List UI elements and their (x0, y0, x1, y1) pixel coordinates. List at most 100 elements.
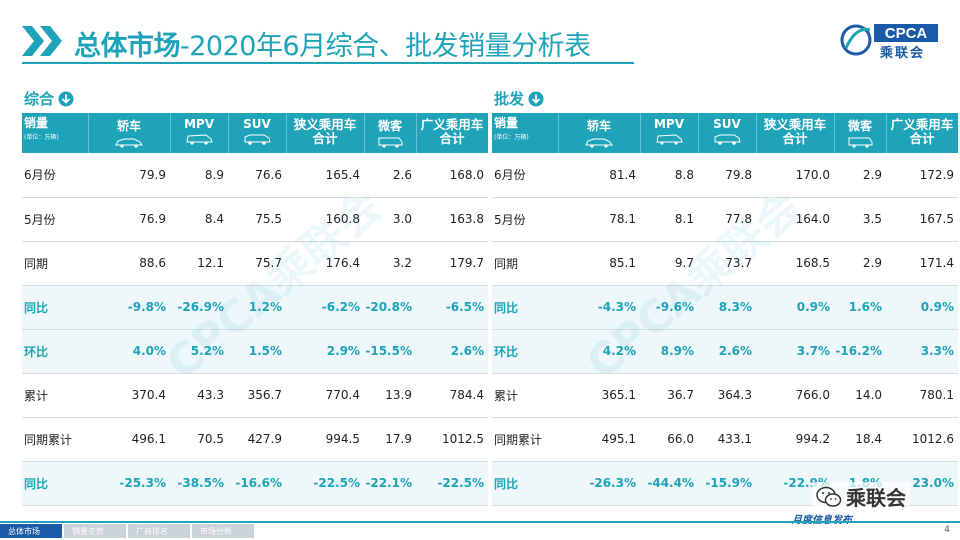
table-cell: 85.1 (558, 241, 640, 286)
row-label: 同比 (22, 461, 88, 506)
arrow-down-circle-icon (58, 91, 74, 106)
table-row: 同期累计 495.1 66.0 433.1 994.2 18.4 1012.6 (492, 417, 958, 462)
table-cell: 4.2% (558, 329, 640, 374)
table-cell: 76.9 (88, 197, 170, 242)
table-row: 5月份 78.1 8.1 77.8 164.0 3.5 167.5 (492, 197, 958, 242)
table-cell: 8.1 (640, 197, 698, 242)
table-cell: -6.2% (286, 285, 364, 330)
table-cell: -26.9% (170, 285, 228, 330)
table-cell: 3.0 (364, 197, 416, 242)
table-cell: 75.5 (228, 197, 286, 242)
table-row: 同比 -9.8% -26.9% 1.2% -6.2% -20.8% -6.5% (22, 285, 488, 330)
mpv-icon (656, 134, 683, 145)
table-row: 同期 88.6 12.1 75.7 176.4 3.2 179.7 (22, 241, 488, 286)
table-cell: 18.4 (834, 417, 886, 462)
header-cell-microvan: 微客 (834, 113, 887, 153)
header-cell-sales: 销量 (单位：万辆) (22, 113, 89, 153)
slide-header: 总体市场-2020年6月综合、批发销量分析表 CPCA 乘联会 (0, 0, 960, 66)
table-cell: 370.4 (88, 373, 170, 418)
table-cell: 994.5 (286, 417, 364, 462)
table-cell: 73.7 (698, 241, 756, 286)
table-cell: -16.2% (834, 329, 886, 374)
table-row: 同比 -4.3% -9.6% 8.3% 0.9% 1.6% 0.9% (492, 285, 958, 330)
table-cell: 2.6% (416, 329, 488, 374)
table-cell: -25.3% (88, 461, 170, 506)
table-cell: 88.6 (88, 241, 170, 286)
table-row: 同比 -25.3% -38.5% -16.6% -22.5% -22.1% -22.5% (22, 461, 488, 506)
table-row: 同期累计 496.1 70.5 427.9 994.5 17.9 1012.5 (22, 417, 488, 462)
table-cell: 8.3% (698, 285, 756, 330)
row-label: 同比 (22, 285, 88, 330)
table-cell: 165.4 (286, 153, 364, 198)
table-cell: 163.8 (416, 197, 488, 242)
table-cell: 168.5 (756, 241, 834, 286)
table-row: 6月份 81.4 8.8 79.8 170.0 2.9 172.9 (492, 153, 958, 198)
header-cell-sales: 销量 (单位：万辆) (492, 113, 559, 153)
footer-tab[interactable]: 市场分析 (192, 524, 254, 538)
table-cell: 365.1 (558, 373, 640, 418)
row-label: 5月份 (22, 197, 88, 242)
row-label: 同比 (492, 285, 558, 330)
table-row: 累计 370.4 43.3 356.7 770.4 13.9 784.4 (22, 373, 488, 418)
table-cell: 994.2 (756, 417, 834, 462)
table-row: 累计 365.1 36.7 364.3 766.0 14.0 780.1 (492, 373, 958, 418)
table-cell: 1012.6 (886, 417, 958, 462)
table-cell: 8.4 (170, 197, 228, 242)
table-cell: 81.4 (558, 153, 640, 198)
footer-tab[interactable]: 厂商排名 (128, 524, 190, 538)
microvan-icon (848, 137, 873, 148)
table-cell: 79.9 (88, 153, 170, 198)
table-cell: -9.8% (88, 285, 170, 330)
table-cell: 76.6 (228, 153, 286, 198)
table-cell: 4.0% (88, 329, 170, 374)
sedan-icon (585, 138, 613, 148)
table-cell: -26.3% (558, 461, 640, 506)
table-cell: 3.7% (756, 329, 834, 374)
table-header-row: 销量 (单位：万辆) 轿车 MPV SUV 狭义乘用车 合计 微客 广义乘用车 合计 (492, 113, 959, 153)
header-cell-sedan: 轿车 (88, 113, 171, 153)
table-row: 同期 85.1 9.7 73.7 168.5 2.9 171.4 (492, 241, 958, 286)
title-underline (22, 62, 634, 64)
header-cell-suv: SUV (698, 113, 757, 153)
table-cell: -16.6% (228, 461, 286, 506)
header-cell-narrow-total: 狭义乘用车 合计 (286, 113, 365, 153)
table-cell: -4.3% (558, 285, 640, 330)
table-cell: 164.0 (756, 197, 834, 242)
header-cell-narrow-total: 狭义乘用车 合计 (756, 113, 835, 153)
header-cell-broad-total: 广义乘用车 合计 (886, 113, 959, 153)
table-cell: 3.5 (834, 197, 886, 242)
header-cell-suv: SUV (228, 113, 287, 153)
table-cell: 766.0 (756, 373, 834, 418)
table-cell: -20.8% (364, 285, 416, 330)
table-cell: -22.5% (416, 461, 488, 506)
header-cell-mpv: MPV (640, 113, 699, 153)
table-cell: 5.2% (170, 329, 228, 374)
table-cell: 496.1 (88, 417, 170, 462)
table-row: 6月份 79.9 8.9 76.6 165.4 2.6 168.0 (22, 153, 488, 198)
footer-tab[interactable]: 总体市场 (0, 524, 62, 538)
table-row: 5月份 76.9 8.4 75.5 160.8 3.0 163.8 (22, 197, 488, 242)
cpca-logo: CPCA (840, 24, 938, 56)
table-cell: 12.1 (170, 241, 228, 286)
footer-tab[interactable]: 销量走势 (64, 524, 126, 538)
wholesale-sales-table: 销量 (单位：万辆) 轿车 MPV SUV 狭义乘用车 合计 微客 广义乘用车 合计 … (492, 113, 959, 506)
footer: 总体市场 销量走势 厂商排名 市场分析 4 (0, 521, 960, 540)
table-cell: 171.4 (886, 241, 958, 286)
table-cell: 70.5 (170, 417, 228, 462)
suv-icon (714, 134, 741, 145)
table-row: 环比 4.0% 5.2% 1.5% 2.9% -15.5% 2.6% (22, 329, 488, 374)
row-label: 环比 (22, 329, 88, 374)
table-cell: -38.5% (170, 461, 228, 506)
header-cell-broad-total: 广义乘用车 合计 (416, 113, 489, 153)
row-label: 同期 (492, 241, 558, 286)
table-cell: 170.0 (756, 153, 834, 198)
row-label: 6月份 (492, 153, 558, 198)
row-label: 同期累计 (492, 417, 558, 462)
table-cell: 1.6% (834, 285, 886, 330)
table-cell: 770.4 (286, 373, 364, 418)
table-cell: 75.7 (228, 241, 286, 286)
logo-caption: 乘联会 (880, 46, 926, 61)
table-cell: -22.5% (286, 461, 364, 506)
microvan-icon (378, 137, 403, 148)
table-cell: 356.7 (228, 373, 286, 418)
